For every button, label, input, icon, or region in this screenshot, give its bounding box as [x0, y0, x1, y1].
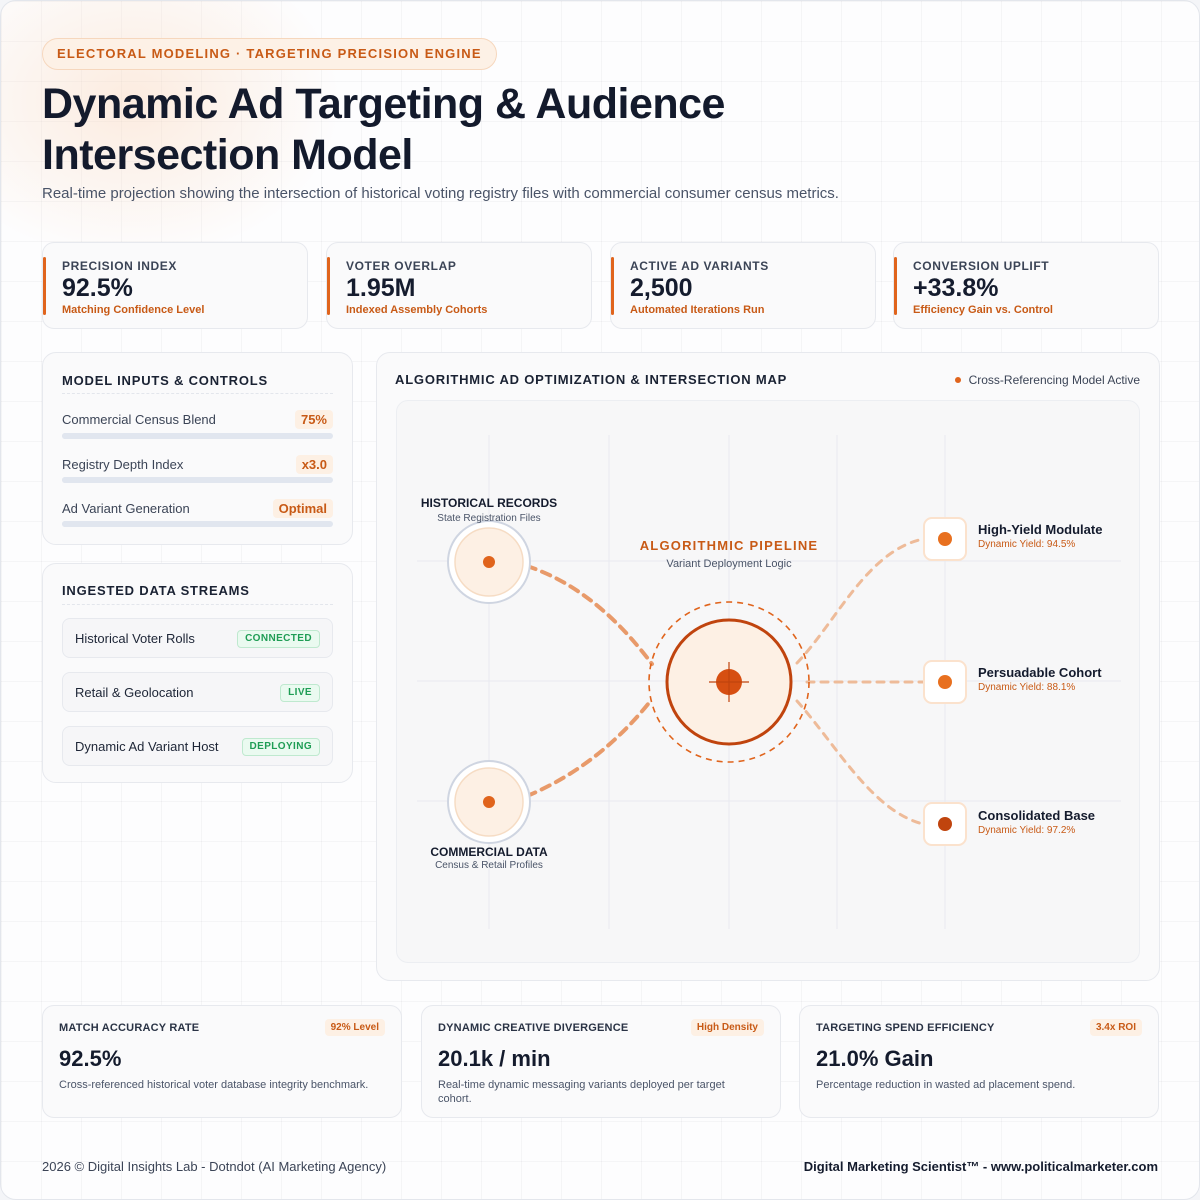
status-dot-icon [954, 377, 961, 383]
control-value-ad-variant: Optimal [272, 499, 333, 518]
output-yield-consolidated: Dynamic Yield: 97.2% [978, 825, 1075, 836]
kpi-label: PRECISION INDEX [62, 259, 178, 273]
stream-name: Historical Voter Rolls [75, 631, 195, 646]
controls-card: MODEL INPUTS & CONTROLS Commercial Censu… [42, 352, 353, 545]
eyebrow-pill: ELECTORAL MODELING · TARGETING PRECISION… [42, 38, 497, 70]
pipeline-sub: Variant Deployment Logic [666, 558, 792, 570]
slider-fill [62, 433, 266, 439]
metric-badge: High Density [690, 1019, 764, 1036]
connector-consolidated [795, 699, 925, 826]
stream-name: Dynamic Ad Variant Host [75, 739, 219, 754]
metric-title: MATCH ACCURACY RATE [59, 1022, 200, 1034]
footer-credit-link[interactable]: Digital Marketing Scientist™ - www.polit… [803, 1159, 1158, 1174]
kpi-card-uplift: CONVERSION UPLIFT +33.8% Efficiency Gain… [893, 242, 1159, 329]
kpi-accent-bar [611, 257, 614, 315]
kpi-accent-bar [43, 257, 46, 315]
intersection-map: HISTORICAL RECORDS State Registration Fi… [417, 435, 1121, 929]
status-badge: DEPLOYING [241, 738, 320, 756]
kpi-card-overlap: VOTER OVERLAP 1.95M Indexed Assembly Coh… [326, 242, 592, 329]
controls-title: MODEL INPUTS & CONTROLS [62, 373, 268, 388]
status-badge: LIVE [280, 684, 320, 702]
kpi-accent-bar [327, 257, 330, 315]
pipeline-hub[interactable] [648, 601, 810, 763]
historical-records-title: HISTORICAL RECORDS [421, 496, 557, 510]
metric-card-creative-divergence: DYNAMIC CREATIVE DIVERGENCE High Density… [421, 1005, 781, 1118]
streams-card: INGESTED DATA STREAMS Historical Voter R… [42, 563, 353, 783]
metric-value: 92.5% [59, 1046, 122, 1071]
output-node-high-yield[interactable] [923, 517, 967, 561]
kpi-value: +33.8% [913, 274, 999, 302]
metric-badge: 92% Level [324, 1019, 385, 1036]
output-name-consolidated: Consolidated Base [978, 808, 1095, 823]
stream-ad-variant-host[interactable]: Dynamic Ad Variant Host DEPLOYING [62, 726, 333, 766]
metric-value: 21.0% Gain [816, 1046, 934, 1071]
stream-voter-rolls[interactable]: Historical Voter Rolls CONNECTED [62, 618, 333, 658]
metric-desc: Real-time dynamic messaging variants dep… [438, 1079, 725, 1105]
map-title: ALGORITHMIC AD OPTIMIZATION & INTERSECTI… [395, 372, 788, 387]
divider [62, 604, 333, 605]
output-yield-persuadable: Dynamic Yield: 88.1% [978, 682, 1075, 693]
metric-badge: 3.4x ROI [1089, 1019, 1142, 1036]
slider-fill [62, 477, 225, 483]
kpi-value: 92.5% [62, 274, 133, 302]
metric-title: DYNAMIC CREATIVE DIVERGENCE [438, 1022, 629, 1034]
output-name-persuadable: Persuadable Cohort [978, 665, 1102, 680]
control-value-registry-depth: x3.0 [295, 455, 333, 474]
kpi-label: VOTER OVERLAP [346, 259, 457, 273]
connector-commercial [525, 697, 654, 798]
page-subtitle: Real-time projection showing the interse… [42, 185, 839, 202]
metric-desc: Percentage reduction in wasted ad placem… [816, 1079, 1076, 1091]
metric-title: TARGETING SPEND EFFICIENCY [816, 1022, 995, 1034]
kpi-card-precision: PRECISION INDEX 92.5% Matching Confidenc… [42, 242, 308, 329]
output-name-high-yield: High-Yield Modulate [978, 522, 1102, 537]
control-label-registry-depth: Registry Depth Index [62, 457, 184, 472]
pipeline-title: ALGORITHMIC PIPELINE [640, 538, 819, 553]
connector-high-yield [795, 537, 925, 665]
footer-copyright: 2026 © Digital Insights Lab - Dotndot (A… [42, 1159, 387, 1174]
slider-census-blend[interactable] [62, 433, 333, 439]
kpi-sub: Indexed Assembly Cohorts [346, 304, 488, 316]
page-title: Dynamic Ad Targeting & Audience Intersec… [42, 80, 725, 179]
kpi-label: CONVERSION UPLIFT [913, 259, 1050, 273]
connector-historical [525, 564, 654, 666]
kpi-sub: Efficiency Gain vs. Control [913, 304, 1053, 316]
commercial-data-sub: Census & Retail Profiles [435, 860, 543, 871]
kpi-sub: Automated Iterations Run [630, 304, 765, 316]
output-node-consolidated[interactable] [923, 802, 967, 846]
slider-ad-variant[interactable] [62, 521, 333, 527]
status-badge: CONNECTED [237, 630, 320, 648]
stream-retail-geo[interactable]: Retail & Geolocation LIVE [62, 672, 333, 712]
stream-name: Retail & Geolocation [75, 685, 194, 700]
control-label-ad-variant: Ad Variant Generation [62, 501, 190, 516]
metric-card-spend-efficiency: TARGETING SPEND EFFICIENCY 3.4x ROI 21.0… [799, 1005, 1159, 1118]
output-yield-high-yield: Dynamic Yield: 94.5% [978, 539, 1075, 550]
kpi-value: 2,500 [630, 274, 693, 302]
kpi-value: 1.95M [346, 274, 416, 302]
kpi-accent-bar [894, 257, 897, 315]
historical-records-node[interactable] [447, 520, 531, 604]
historical-records-sub: State Registration Files [437, 513, 540, 524]
metric-value: 20.1k / min [438, 1046, 551, 1071]
control-label-census-blend: Commercial Census Blend [62, 412, 216, 427]
slider-registry-depth[interactable] [62, 477, 333, 483]
commercial-data-title: COMMERCIAL DATA [430, 845, 548, 859]
control-value-census-blend: 75% [294, 410, 333, 429]
model-status: Cross-Referencing Model Active [954, 373, 1140, 387]
commercial-data-node[interactable] [447, 760, 531, 844]
model-status-text: Cross-Referencing Model Active [968, 373, 1140, 387]
kpi-label: ACTIVE AD VARIANTS [630, 259, 769, 273]
map-card: ALGORITHMIC AD OPTIMIZATION & INTERSECTI… [376, 352, 1160, 981]
metric-desc: Cross-referenced historical voter databa… [59, 1079, 369, 1091]
metric-card-match-accuracy: MATCH ACCURACY RATE 92% Level 92.5% Cros… [42, 1005, 402, 1118]
output-node-persuadable[interactable] [923, 660, 967, 704]
intersection-map-canvas: HISTORICAL RECORDS State Registration Fi… [396, 400, 1140, 963]
kpi-card-variants: ACTIVE AD VARIANTS 2,500 Automated Itera… [610, 242, 876, 329]
streams-title: INGESTED DATA STREAMS [62, 583, 250, 598]
divider [62, 393, 333, 394]
kpi-sub: Matching Confidence Level [62, 304, 205, 316]
slider-fill [62, 521, 306, 527]
